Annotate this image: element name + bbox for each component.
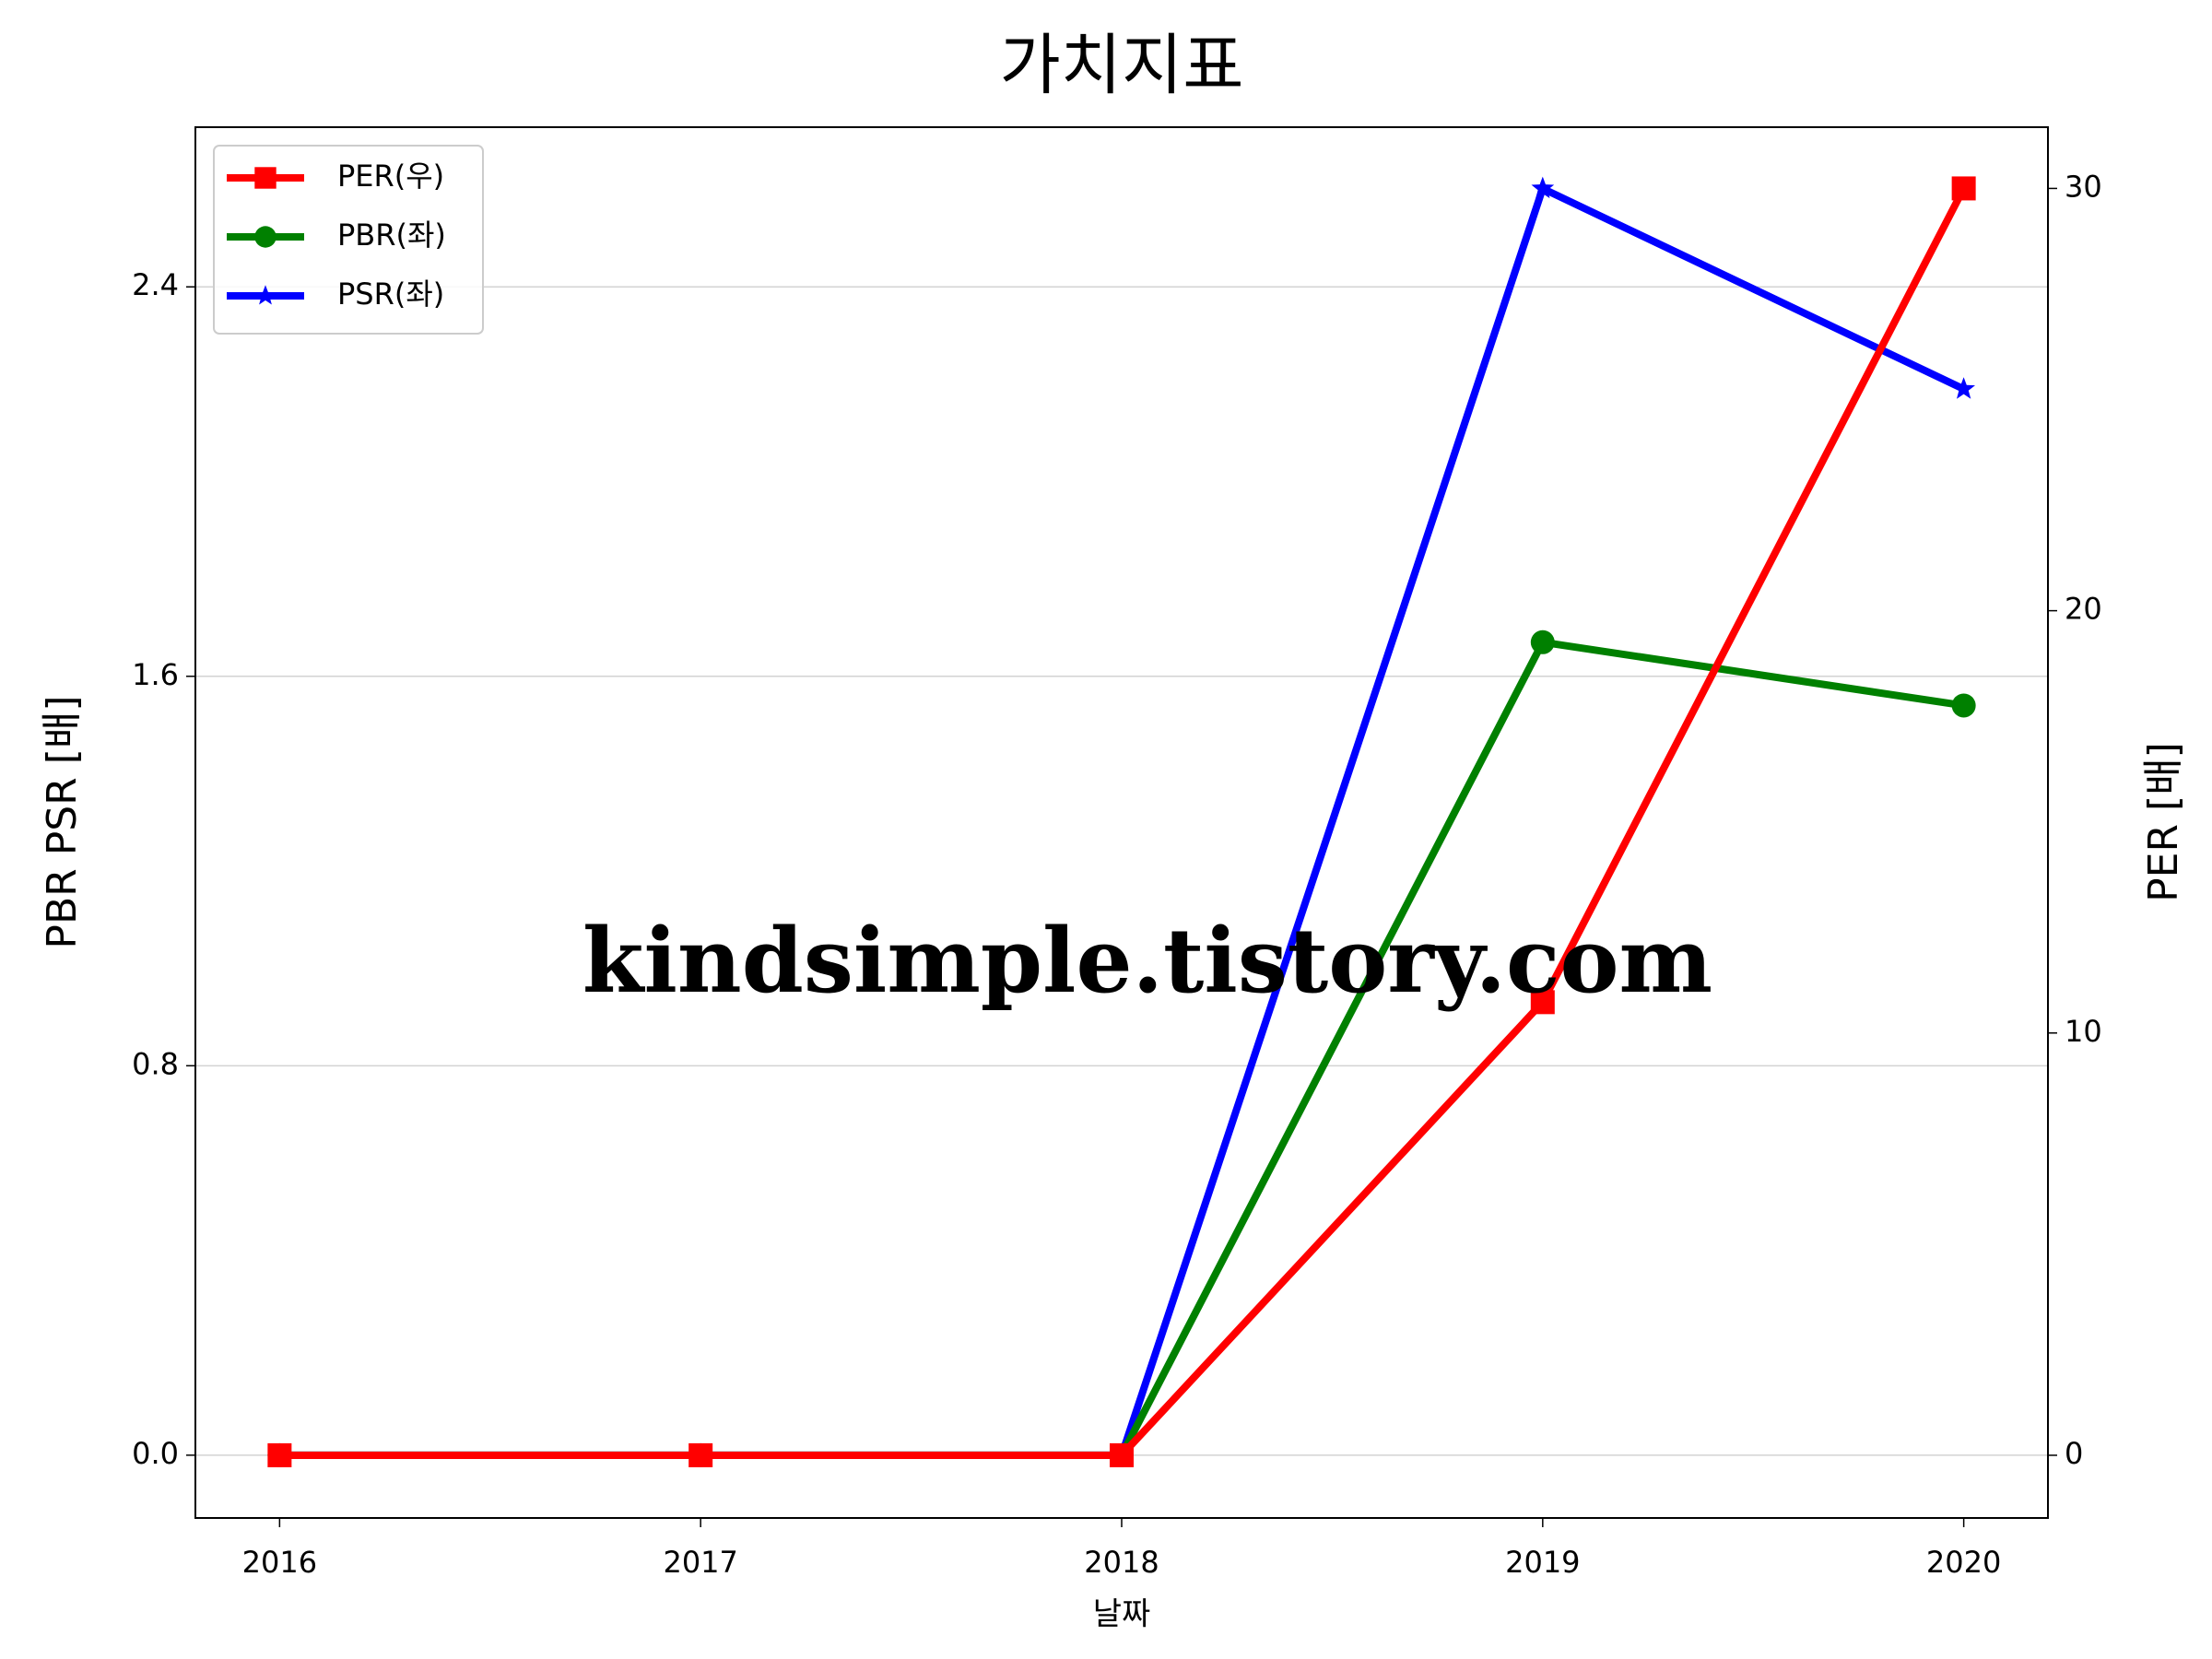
legend-label: PBR(좌): [337, 218, 446, 253]
legend-box: [213, 145, 484, 335]
series: [267, 176, 1976, 1467]
marker: [1530, 990, 1555, 1015]
marker: [267, 1442, 292, 1467]
y-tick-label: 2.4: [132, 267, 179, 302]
line: [279, 638, 1965, 1459]
watermark: kindsimple.tistory.com: [582, 909, 1712, 1013]
x-tick-label: 2017: [663, 1545, 737, 1580]
plot-frame: [194, 126, 2049, 1519]
y-tick-label: 1.6: [132, 657, 179, 692]
legend-marker: [254, 167, 276, 189]
y2-tick-label: 0: [2065, 1436, 2083, 1471]
marker: [1530, 629, 1555, 654]
marker: [1110, 1442, 1134, 1467]
line: [279, 184, 1966, 1459]
x-tick-label: 2016: [242, 1545, 317, 1580]
legend-marker: [254, 285, 276, 305]
chart-title: 가치지표: [1000, 27, 1244, 104]
y2-tick-label: 20: [2065, 592, 2102, 627]
y-axis-label: PBR PSR [배]: [39, 695, 86, 948]
y-tick-label: 0.8: [132, 1046, 179, 1081]
x-tick-label: 2020: [1926, 1545, 2001, 1580]
series: [268, 176, 1975, 1465]
marker: [688, 1442, 713, 1467]
y2-axis-label: PER [배]: [2140, 742, 2187, 902]
x-tick-label: 2018: [1084, 1545, 1159, 1580]
marker: [1951, 693, 1976, 718]
y2-tick-label: 30: [2065, 169, 2102, 204]
line: [279, 186, 1968, 1459]
legend-label: PSR(좌): [337, 276, 444, 312]
legend: PER(우) PBR(좌) PSR(좌): [213, 145, 484, 335]
marker: [1951, 176, 1976, 201]
series: [267, 629, 1976, 1467]
legend-label: PER(우): [337, 159, 444, 194]
marker: [1952, 377, 1975, 399]
marker: [1531, 176, 1555, 199]
x-tick-label: 2019: [1505, 1545, 1580, 1580]
y-tick-label: 0.0: [132, 1436, 179, 1471]
legend-marker: [254, 226, 276, 248]
x-axis-label: 날짜: [1093, 1596, 1151, 1633]
y2-tick-label: 10: [2065, 1014, 2102, 1049]
